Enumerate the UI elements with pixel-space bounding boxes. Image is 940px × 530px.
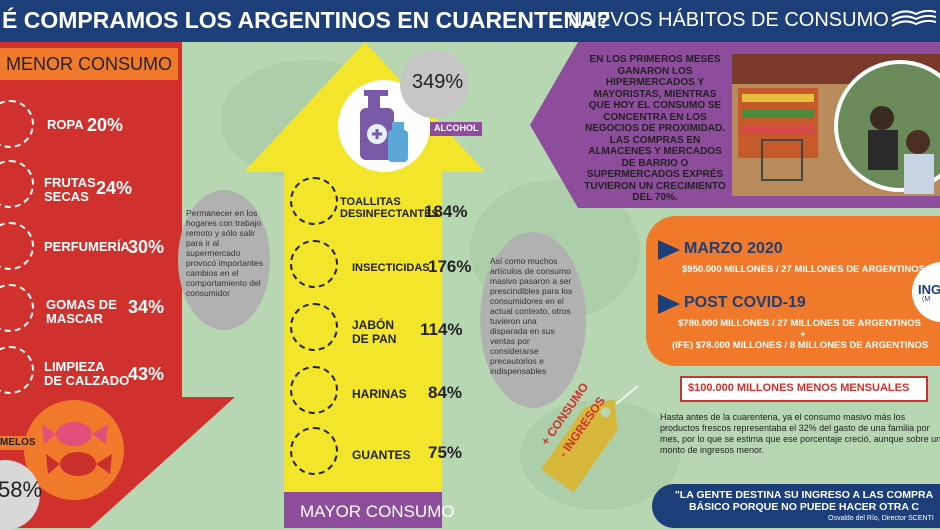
note-circle-mid [480,232,586,408]
note-circle-left [178,190,270,330]
caramelos-label: MELOS [0,437,36,448]
mayor-item-pct: 75% [428,443,463,462]
page-title: É COMPRAMOS LOS ARGENTINOS EN CUARENTENA… [2,7,611,33]
menor-item-pct: 30% [128,237,165,257]
mayor-consumo-title-box: MAYOR CONSUMO [284,492,455,528]
post-title: POST COVID-19 [684,294,806,311]
book-logo-icon [891,9,936,27]
menor-consumo-title-box: MENOR CONSUMO [0,48,178,80]
ingresos-panel [646,216,940,366]
mayor-item-label: GUANTES [352,448,411,462]
mayor-item-pct: 114% [420,320,463,339]
mayor-item-label: JABÓN DE PAN [352,318,397,346]
diff-text: $100.000 MILLONES MENOS MENSUALES [688,382,910,394]
page-subtitle: NUEVOS HÁBITOS DE CONSUMO [568,9,889,31]
header-bar: É COMPRAMOS LOS ARGENTINOS EN CUARENTENA… [0,0,940,42]
menor-item-pct: 43% [128,364,165,384]
caramelos-label-box: MELOS [0,436,36,450]
alcohol-label: ALCOHOL [434,123,479,133]
menor-item-pct: 24% [96,178,133,198]
menor-note: Permanecer en los hogares con trabajo re… [186,208,264,298]
menor-consumo-title: MENOR CONSUMO [6,54,172,74]
wipes-icon [290,177,338,225]
diff-box: $100.000 MILLONES MENOS MENSUALES [680,376,928,402]
post-value-2: (IFE) $78.000 MILLONES / 8 MILLONES DE A… [672,340,929,351]
alcohol-label-box: ALCOHOL [430,122,482,136]
spray-icon [290,240,338,288]
marzo-value: $950.000 MILLONES / 27 MILLONES DE ARGEN… [682,264,926,275]
caramelos-pct: 58% [0,477,43,502]
ingresos-side-label: ING [918,282,940,297]
gloves-icon [290,427,338,475]
menor-item-label: LIMPIEZA DE CALZADO [44,359,130,388]
alcohol-pct-circle: 349% [400,50,468,118]
mayor-note: Así como muchos artículos de consumo mas… [490,256,573,376]
menor-item-label: GOMAS DE MASCAR [46,297,117,326]
arrow-right-icon [658,294,680,314]
candy-icon [42,422,112,476]
flour-icon [290,366,338,414]
menor-item-pct: 34% [128,297,165,317]
ingresos-side-sub: (M [922,296,931,303]
menor-item-label: PERFUMERÍA [44,239,130,254]
mayor-consumo-title: MAYOR CONSUMO [300,502,455,521]
marzo-title: MARZO 2020 [684,240,783,257]
supermarket-photo [732,54,940,196]
ingresos-paragraph: Hasta antes de la cuarentena, ya el cons… [660,412,940,455]
purple-text: EN LOS PRIMEROS MESES GANARON LOS HIPERM… [584,54,726,203]
mayor-item-pct: 84% [428,383,463,402]
alcohol-pct: 349% [412,71,464,93]
sanitizer-icon [360,90,408,162]
candy-circle [24,400,124,500]
post-value-1: $780.000 MILLONES / 27 MILLONES DE ARGEN… [678,318,922,329]
soap-icon [290,303,338,351]
post-plus: + [800,329,806,340]
quote-box: "LA GENTE DESTINA SU INGRESO A LAS COMPR… [652,484,940,528]
quote-author: Osvaldo del Río, Director SCENTI [828,515,934,522]
menor-item-label: FRUTAS SECAS [44,175,96,204]
arrow-right-icon [658,240,680,260]
mayor-item-label: INSECTICIDAS [352,262,430,274]
price-tag-icon [540,385,639,493]
mayor-item-label: HARINAS [352,387,407,401]
quote-text: "LA GENTE DESTINA SU INGRESO A LAS COMPR… [674,489,934,513]
menor-item-label: ROPA [47,117,84,132]
menor-item-pct: 20% [87,115,124,135]
mayor-item-pct: 184% [424,202,468,221]
mayor-item-label: TOALLITAS DESINFECTANTES [340,196,439,220]
mayor-item-pct: 176% [428,257,472,276]
